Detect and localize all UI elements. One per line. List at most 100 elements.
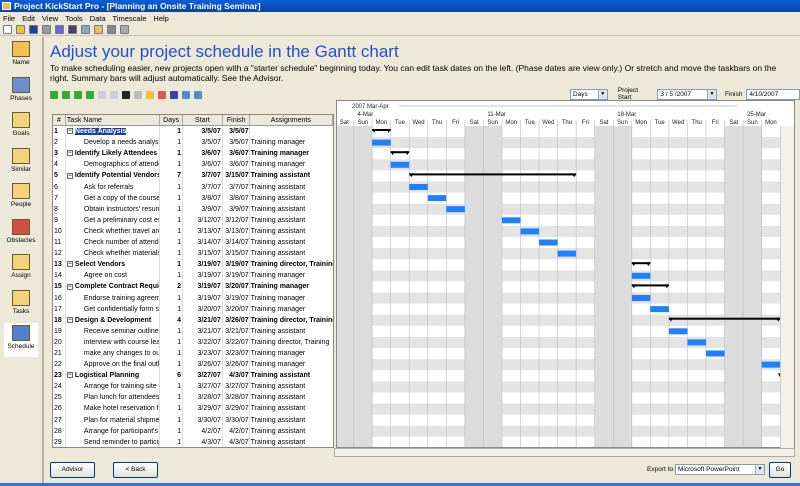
finish-cell[interactable]: 3/7/07 (223, 181, 250, 193)
days-cell[interactable]: 1 (160, 270, 184, 282)
assign-cell[interactable]: Training assistant (250, 227, 306, 235)
outdent-icon[interactable] (86, 90, 94, 99)
finish-cell[interactable]: 4/2/07 (223, 425, 250, 437)
task-name-cell[interactable]: Develop a needs analysis (66, 137, 161, 149)
sidebar-item-goals[interactable]: Goals (4, 110, 38, 144)
table-row[interactable]: 1− Needs Analysis 1 3/5/07 3/5/07 (53, 126, 333, 138)
table-row[interactable]: 6 Ask for referrals 1 3/7/07 3/7/07 Training … (53, 181, 333, 193)
task-name-cell[interactable]: Plan for material shipment (66, 414, 161, 426)
finish-cell[interactable]: 3/30/07 (223, 414, 250, 426)
new-icon[interactable] (3, 25, 12, 34)
task-name-cell[interactable]: Receive seminar outline (66, 325, 161, 337)
days-cell[interactable]: 1 (160, 303, 184, 315)
finish-cell[interactable]: 3/6/07 (223, 159, 250, 171)
start-cell[interactable]: 3/12/07 (183, 214, 223, 226)
assign-cell[interactable]: Training manager (250, 139, 306, 147)
table-row[interactable]: 27 Plan for material shipment 1 3/30/07 3/30… (53, 414, 333, 426)
finish-cell[interactable]: 3/23/07 (223, 347, 250, 360)
days-cell[interactable]: 2 (160, 281, 184, 293)
vertical-scrollbar[interactable] (780, 126, 794, 448)
days-cell[interactable]: 1 (160, 259, 184, 271)
finish-cell[interactable]: 3/21/07 (223, 325, 250, 337)
start-cell[interactable]: 3/20/07 (183, 303, 223, 315)
start-cell[interactable]: 3/27/07 (183, 381, 223, 393)
task-name-cell[interactable]: Obtain instructors' resumes (66, 203, 161, 215)
collapse-icon[interactable]: − (66, 261, 73, 268)
finish-cell[interactable]: 4/3/07 (223, 436, 250, 447)
task-name-cell[interactable]: −Complete Contract Requirements (66, 281, 161, 293)
project-start-field[interactable]: 3 / 5 /2007 ▼ (657, 88, 717, 100)
start-cell[interactable]: 3/7/07 (183, 170, 223, 182)
table-row[interactable]: 25 Plan lunch for attendees 1 3/28/07 3/28/0… (53, 392, 333, 404)
assign-cell[interactable]: Training manager (250, 161, 306, 169)
move-up-icon[interactable] (50, 90, 58, 99)
finish-cell[interactable]: 3/19/07 (223, 270, 250, 282)
assign-cell[interactable]: Training assistant (250, 438, 306, 446)
assign-cell[interactable]: Training manager (250, 283, 309, 291)
insert-task-icon[interactable] (98, 90, 106, 99)
assign-cell[interactable]: Training manager (250, 349, 306, 357)
start-cell[interactable]: 3/19/07 (183, 270, 223, 282)
start-cell[interactable]: 3/7/07 (183, 181, 223, 193)
assign-cell[interactable]: Training manager (250, 294, 306, 302)
assign-cell[interactable]: Training manager (250, 305, 306, 313)
start-cell[interactable]: 3/14/07 (183, 237, 223, 249)
start-cell[interactable]: 3/23/07 (183, 347, 223, 360)
start-cell[interactable]: 4/2/07 (183, 425, 223, 437)
column-header[interactable]: Task Name (66, 115, 161, 126)
table-row[interactable]: 22 Approve on the final outline 1 3/26/07 3/… (53, 359, 333, 371)
start-cell[interactable]: 3/9/07 (183, 203, 223, 215)
start-cell[interactable]: 3/19/07 (183, 292, 223, 304)
assign-cell[interactable]: Training assistant (250, 372, 311, 380)
assign-cell[interactable]: Training assistant (250, 405, 306, 413)
finish-cell[interactable]: 3/19/07 (223, 259, 250, 271)
finish-cell[interactable]: 4/3/07 (223, 370, 250, 382)
days-cell[interactable]: 1 (160, 436, 184, 447)
print-icon[interactable] (42, 25, 51, 34)
assign-cell[interactable]: Training manager (250, 150, 309, 158)
color-icon[interactable] (158, 90, 166, 99)
calendar-icon[interactable] (170, 90, 178, 99)
start-cell[interactable]: 3/5/07 (183, 126, 223, 138)
table-row[interactable]: 14 Agree on cost 1 3/19/07 3/19/07 Training m… (53, 270, 333, 282)
days-cell[interactable]: 1 (160, 159, 184, 171)
finish-cell[interactable]: 3/22/07 (223, 336, 250, 348)
insert-subtask-icon[interactable] (110, 90, 118, 99)
start-cell[interactable]: 3/21/07 (183, 325, 223, 337)
collapse-icon[interactable]: − (66, 150, 73, 157)
task-name-cell[interactable]: interview with course leader (66, 336, 161, 348)
days-cell[interactable]: 1 (160, 225, 184, 238)
days-cell[interactable]: 1 (160, 148, 184, 160)
menu-file[interactable]: File (3, 14, 16, 23)
task-name-cell[interactable]: Arrange for training site (66, 381, 161, 393)
finish-cell[interactable]: 3/12/07 (223, 214, 250, 226)
table-row[interactable]: 23− Logistical Planning 6 3/27/07 4/3/07 Trai… (53, 370, 333, 382)
collapse-icon[interactable]: − (66, 316, 73, 323)
days-cell[interactable]: 1 (160, 414, 184, 426)
sidebar-item-tasks[interactable]: Tasks (4, 288, 38, 322)
start-cell[interactable]: 3/6/07 (183, 148, 223, 160)
task-name-cell[interactable]: Agree on cost (66, 270, 161, 282)
table-row[interactable]: 17 Get confidentially form s 1 3/20/07 3/20/… (53, 303, 333, 315)
finish-cell[interactable]: 3/26/07 (223, 314, 250, 326)
paste-icon[interactable] (94, 25, 103, 34)
days-cell[interactable]: 1 (160, 392, 184, 404)
go-button[interactable]: Go (769, 462, 791, 478)
redo-icon[interactable] (120, 25, 129, 34)
column-header[interactable]: # (53, 115, 66, 126)
menu-help[interactable]: Help (153, 14, 169, 23)
export-select[interactable]: Microsoft PowerPoint ▼ (675, 464, 765, 475)
days-cell[interactable]: 1 (160, 192, 184, 204)
start-cell[interactable]: 3/19/07 (183, 281, 223, 293)
undo-icon[interactable] (107, 25, 116, 34)
column-header[interactable]: Days (160, 115, 184, 126)
table-row[interactable]: 26 Make hotel reservation for 1 3/29/07 3/29… (53, 403, 333, 415)
assign-cell[interactable]: Training director, Training (250, 261, 333, 269)
days-cell[interactable]: 1 (160, 381, 184, 393)
menu-data[interactable]: Data (89, 14, 106, 23)
task-name-cell[interactable]: − Identify Likely Attendees (66, 148, 161, 160)
